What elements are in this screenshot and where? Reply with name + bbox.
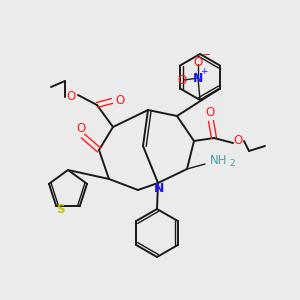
Text: S: S xyxy=(56,203,64,216)
Text: N: N xyxy=(154,182,164,194)
Text: O: O xyxy=(194,56,202,68)
Text: O: O xyxy=(233,134,243,148)
Text: O: O xyxy=(76,122,85,134)
Text: +: + xyxy=(200,67,208,76)
Text: NH: NH xyxy=(210,154,228,166)
Text: 2: 2 xyxy=(229,158,235,167)
Text: −: − xyxy=(202,50,212,60)
Text: N: N xyxy=(193,71,203,85)
Text: O: O xyxy=(177,74,187,86)
Text: O: O xyxy=(66,91,76,103)
Text: O: O xyxy=(116,94,124,106)
Text: O: O xyxy=(206,106,214,119)
